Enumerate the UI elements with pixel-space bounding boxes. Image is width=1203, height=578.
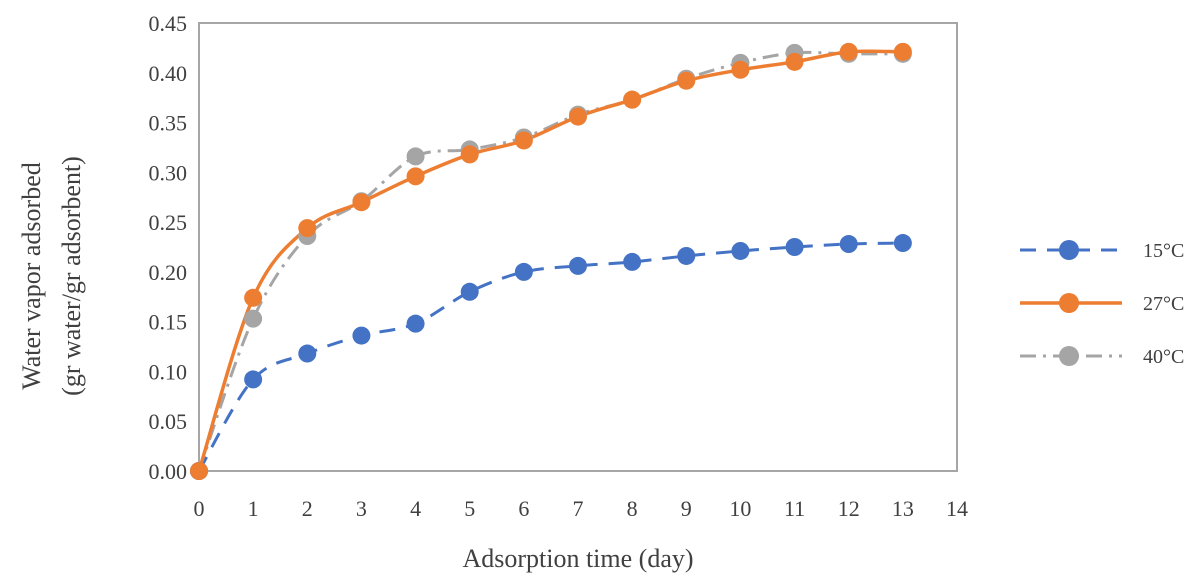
data-point: [839, 235, 858, 254]
data-point: [677, 71, 696, 90]
series-line: [197, 49, 903, 472]
series-line: [197, 50, 903, 472]
y-axis-title-line-1: Water vapor adsorbed: [17, 162, 46, 389]
legend-item: 40°C: [1020, 346, 1184, 368]
y-tick-label: 0.00: [149, 459, 188, 484]
y-tick-label: 0.05: [149, 409, 188, 434]
y-tick-label: 0.25: [149, 210, 188, 235]
data-point: [460, 145, 479, 164]
series-lines: [197, 49, 903, 472]
data-point: [190, 462, 208, 480]
plot-area-frame: [198, 22, 958, 472]
x-tick-label: 4: [410, 496, 421, 521]
y-tick-label: 0.10: [149, 359, 188, 384]
data-point: [785, 238, 804, 256]
data-point: [298, 219, 317, 238]
legend-marker: [1059, 293, 1079, 313]
y-tick-label: 0.15: [149, 310, 188, 335]
legend-item: 15°C: [1020, 240, 1184, 262]
y-tick-label: 0.35: [149, 111, 188, 136]
x-tick-label: 12: [838, 496, 860, 521]
x-tick-label: 2: [302, 496, 313, 521]
data-point: [731, 60, 750, 79]
data-point: [298, 344, 317, 363]
x-tick-label: 10: [729, 496, 751, 521]
data-point: [785, 52, 804, 71]
x-tick-label: 6: [518, 496, 529, 521]
y-axis-ticks: 0.00 0.05 0.10 0.15 0.20 0.25 0.30 0.35 0.40 0.45: [149, 11, 188, 484]
data-point: [244, 309, 263, 328]
data-point: [352, 193, 371, 212]
x-tick-label: 1: [248, 496, 259, 521]
y-tick-label: 0.20: [149, 260, 188, 285]
data-point: [514, 131, 533, 150]
x-tick-label: 3: [356, 496, 367, 521]
x-tick-label: 14: [946, 496, 968, 521]
data-point: [514, 262, 533, 281]
y-tick-label: 0.45: [149, 11, 188, 36]
data-point: [569, 107, 587, 126]
data-point: [893, 234, 912, 253]
x-tick-label: 8: [627, 496, 638, 521]
x-tick-label: 0: [194, 496, 205, 521]
x-tick-label: 9: [681, 496, 692, 521]
data-point: [839, 42, 858, 61]
legend-marker: [1059, 240, 1079, 260]
legend-label: 15°C: [1143, 240, 1184, 262]
y-tick-label: 0.30: [149, 160, 188, 185]
data-point: [406, 147, 425, 166]
data-point: [244, 370, 263, 389]
data-point: [244, 288, 263, 307]
data-point: [406, 314, 425, 333]
data-point: [623, 90, 642, 109]
legend: 15°C 27°C 40°C: [1020, 240, 1184, 368]
data-point: [731, 241, 750, 260]
series-points: [190, 42, 912, 480]
legend-marker: [1059, 346, 1079, 366]
x-tick-label: 7: [573, 496, 584, 521]
data-point: [406, 167, 425, 186]
x-axis-title: Adsorption time (day): [462, 544, 693, 573]
legend-label: 40°C: [1143, 346, 1184, 368]
x-tick-label: 5: [464, 496, 475, 521]
legend-label: 27°C: [1143, 293, 1184, 315]
y-tick-label: 0.40: [149, 61, 188, 86]
data-point: [623, 252, 642, 271]
x-tick-label: 11: [784, 496, 805, 521]
x-axis-ticks: 0 1 2 3 4 5 6 7 8 9 10 11 12 13 14: [194, 496, 969, 521]
data-point: [893, 42, 912, 61]
data-point: [569, 256, 587, 275]
data-point: [677, 246, 696, 265]
legend-item: 27°C: [1020, 293, 1184, 315]
data-point: [460, 282, 479, 301]
x-tick-label: 13: [892, 496, 914, 521]
data-point: [352, 326, 371, 345]
y-axis-title-line-2: (gr water/gr adsorbent): [57, 156, 86, 396]
y-axis-title: Water vapor adsorbed (gr water/gr adsorb…: [17, 156, 86, 396]
